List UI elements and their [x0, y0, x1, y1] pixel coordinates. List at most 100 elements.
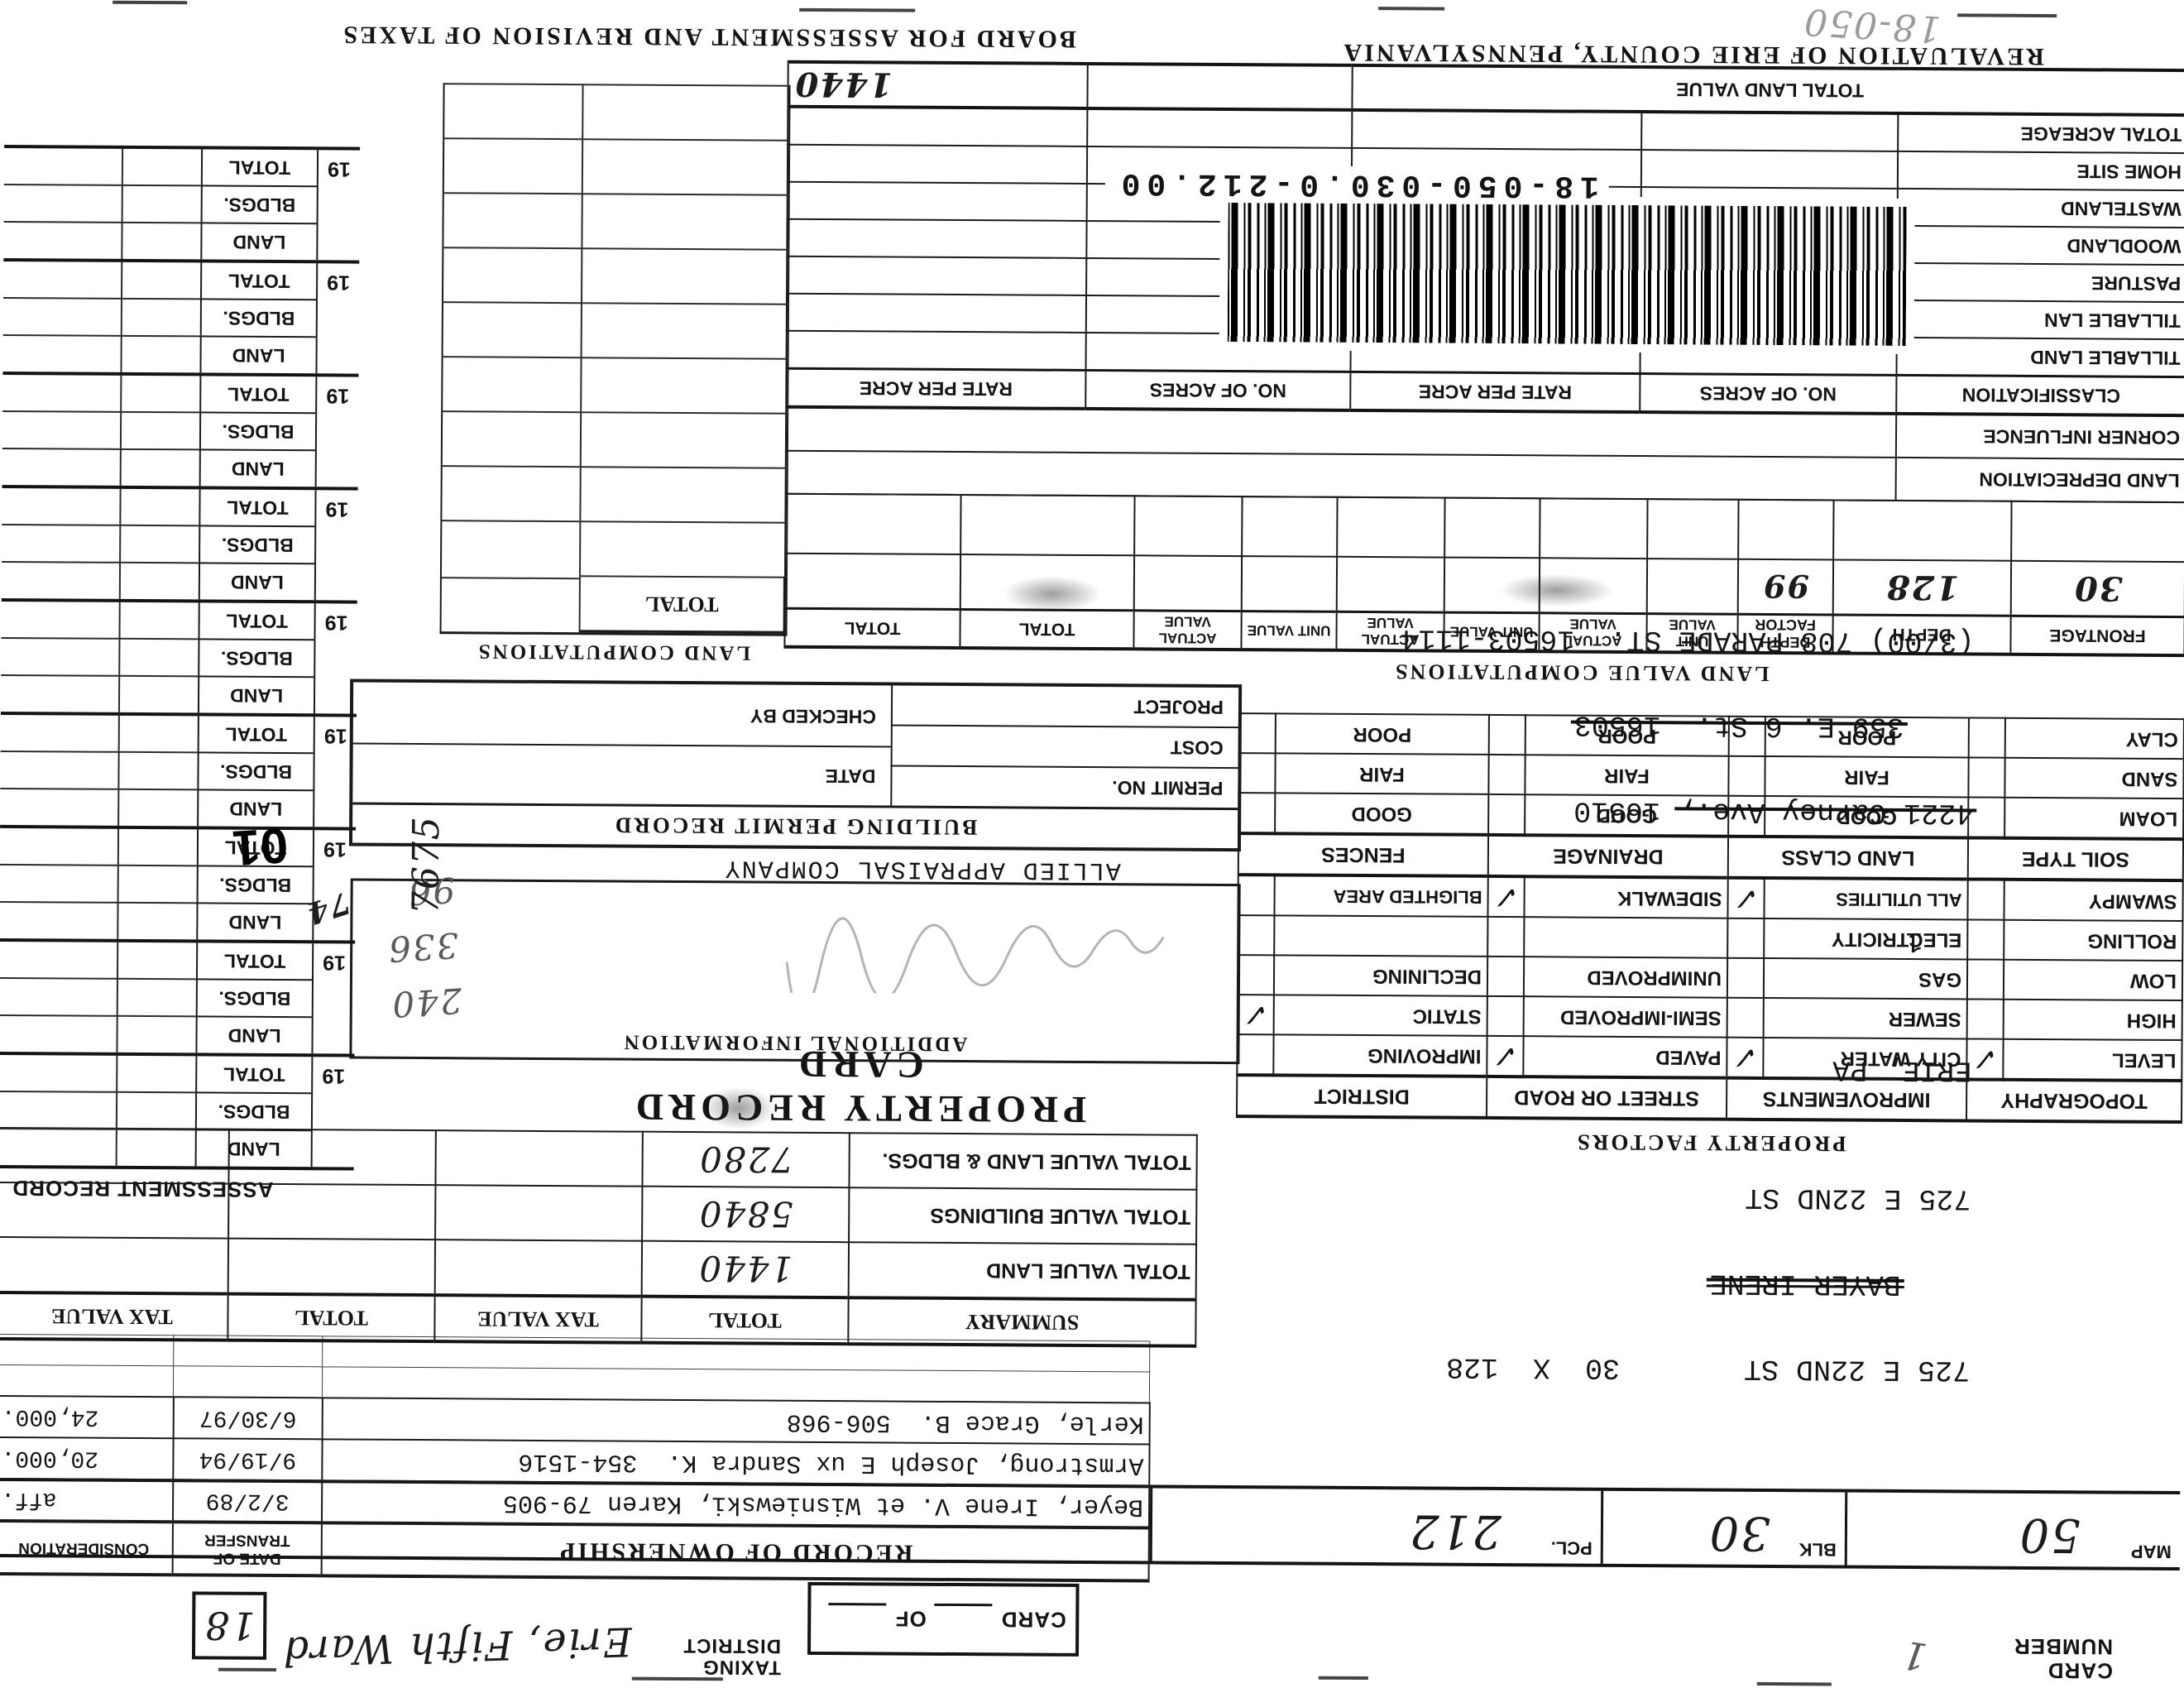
assessment-row-label-total: TOTAL [195, 942, 313, 980]
factor-label [1274, 915, 1488, 957]
map-label: MAP [2130, 1541, 2172, 1562]
assessment-value-cell [2, 602, 119, 638]
pencil-value: 240 [389, 980, 463, 1025]
scan-artifact [1957, 13, 2057, 18]
assessment-row-label-land: LAND [199, 335, 316, 374]
transfer-date: 3/2/89 [172, 1479, 323, 1523]
summary-taxvalue-header-1: TAX VALUE [434, 1295, 642, 1343]
assessment-value-cell [116, 977, 196, 1016]
assessment-row-label-total: TOTAL [195, 1056, 312, 1093]
card-number-handwritten: 1 [1897, 1632, 1930, 1681]
assessment-value-cell [121, 184, 201, 223]
grade-label: FAIR [1765, 755, 1969, 798]
total-land-value-amount: 1440 [793, 65, 893, 105]
lvc-header: UNIT VALUE [1444, 612, 1540, 652]
summary-buildings-total: 5840 [697, 1193, 793, 1235]
factor-label: ALL UTILITIES [1764, 877, 1968, 920]
assessment-value-cell [121, 148, 202, 185]
soil-row: LOAM GOOD GOOD GOOD [1238, 793, 2184, 840]
grade-label: GOOD [1765, 795, 1969, 838]
assessment-value-cell [2, 447, 120, 486]
summary-header: SUMMARY [848, 1297, 1196, 1346]
assessment-value-cell [2, 488, 119, 525]
assessment-value-cell [115, 1091, 196, 1129]
check-mark-icon: ✓ [1731, 880, 1761, 918]
ownership-title: RECORD OF OWNERSHIP [321, 1523, 1149, 1581]
assessment-value-cell [115, 1128, 195, 1167]
lvc-header: ACTUAL VALUE [1539, 612, 1647, 653]
assessment-row-label-land: LAND [198, 562, 315, 601]
assessment-row-label-land: LAND [196, 902, 313, 941]
land-computations-empty-rows [439, 83, 791, 577]
barcode [1219, 194, 1915, 355]
assessment-block-1: 19 LAND BLDGS. TOTAL [0, 938, 356, 1054]
check-mark-icon: ✓ [1240, 996, 1271, 1033]
project-label: PROJECT [890, 685, 1239, 727]
appraisal-company: ALLIED APPRAISAL COMPANY [723, 853, 1121, 885]
taxing-district-handwritten: Erie, Fifth Ward [280, 1618, 633, 1675]
record-of-ownership-table: RECORD OF OWNERSHIP DATE OF TRANSFER CON… [0, 1334, 1151, 1583]
assessment-block-0: 19 LAND BLDGS. TOTAL [0, 1051, 355, 1171]
land-computations-empty-row [440, 410, 789, 468]
land-computations-empty-row [441, 301, 789, 358]
assessment-value-cell [1, 636, 119, 675]
lvc-header: DEPTH FACTOR [1737, 614, 1833, 654]
pcl-label: PCL. [1550, 1537, 1592, 1559]
transfer-date: 6/30/97 [173, 1397, 323, 1440]
factors-row: SWAMPY ALL UTILITIES ✓ SIDEWALK ✓ BLIGHTED… [1238, 875, 2183, 922]
assessment-block-5: 19 LAND BLDGS. TOTAL [1, 484, 358, 601]
year-prefix: 19 [322, 1064, 346, 1088]
land-computations-empty-row [443, 83, 791, 140]
classification-label: TILLABLE LAN [1896, 300, 2184, 340]
ink-blot [701, 1086, 777, 1130]
assessment-row-label-total: TOTAL [199, 489, 315, 526]
scan-artifact [1756, 1681, 1832, 1686]
factors-group-improvements: IMPROVEMENTS [1726, 1077, 1967, 1121]
summary-row-label: TOTAL VALUE LAND [848, 1242, 1197, 1300]
assessment-row-label-total: TOTAL 01 [196, 818, 314, 876]
assessment-value-cell [1, 560, 120, 599]
assessment-year-cell: 19 [313, 717, 357, 827]
grade-label: POOR [1525, 715, 1729, 756]
factor-label: SEWER [1763, 997, 1967, 1039]
lc-cell [579, 411, 788, 468]
lc-cell [441, 301, 581, 357]
scan-artifact [631, 1676, 723, 1681]
land-depreciation-label: LAND DEPRECIATION [1895, 457, 2184, 503]
assessment-row-label-bldgs: BLDGS. [199, 298, 317, 337]
summary-total-header-1: TOTAL [641, 1296, 849, 1345]
assessment-value-cell [2, 375, 120, 411]
scan-artifact [799, 7, 916, 12]
factor-label: HIGH [2003, 999, 2182, 1041]
corner-scribble: 18-050 [1801, 0, 1942, 50]
grade-label: FAIR [1275, 753, 1489, 794]
classification-label: WASTELAND [1897, 188, 2184, 228]
scan-artifact [1318, 1676, 1368, 1681]
factors-group-topography: TOPOGRAPHY [1966, 1079, 2182, 1123]
factor-label: UNIMPROVED [1523, 957, 1728, 998]
classification-label: TILLABLE LAND [1896, 337, 2184, 377]
assessment-value-cell [117, 715, 198, 752]
assessment-value-cell [4, 148, 122, 185]
assessment-row-label-bldgs: BLDGS. [195, 978, 312, 1017]
ownership-row: Kerle, Grace B. 506-968 6/30/97 24,000. [0, 1395, 1150, 1445]
checked-by-label: CHECKED BY [750, 705, 877, 728]
lc-cell [580, 357, 788, 413]
assessment-value-cell [0, 1127, 116, 1166]
assessment-record-title: ASSESSMENT RECORD [12, 1176, 274, 1202]
factors-row: LEVEL ✓ CITY WATER ✓ PAVED ✓ IMPROVING [1237, 1034, 2182, 1081]
assessment-row-label-bldgs: BLDGS. [197, 751, 314, 790]
card-number-label: CARD NUMBER [2013, 1634, 2114, 1684]
lvc-header: TOTAL [784, 608, 960, 649]
assessment-value-cell [118, 637, 199, 676]
summary-grand-total: 7280 [698, 1139, 794, 1181]
assessment-row-label-land: LAND [197, 789, 314, 827]
blk-value: 30 [1707, 1505, 1771, 1561]
depth-factor-value: 99 [1761, 568, 1810, 606]
property-address-line: 725 E 22ND ST 30 X 128 [1396, 1345, 1970, 1391]
property-factors-table: TOPOGRAPHY IMPROVEMENTS STREET OR ROAD D… [1236, 712, 2184, 1124]
pencil-smudge [1002, 575, 1102, 613]
check-mark-icon: ✓ [1491, 879, 1521, 916]
factor-label: ELECTRICITY [1764, 918, 1968, 960]
